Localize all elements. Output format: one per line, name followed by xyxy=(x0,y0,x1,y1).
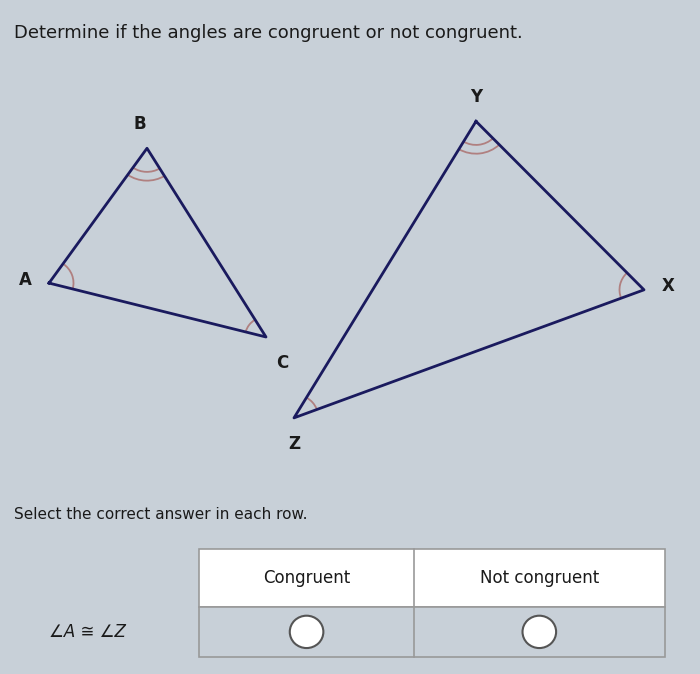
Text: Not congruent: Not congruent xyxy=(480,569,599,587)
Circle shape xyxy=(290,616,323,648)
Text: Determine if the angles are congruent or not congruent.: Determine if the angles are congruent or… xyxy=(14,24,523,42)
Text: B: B xyxy=(134,115,146,133)
Text: X: X xyxy=(662,278,674,295)
Text: C: C xyxy=(276,354,288,372)
Bar xyxy=(199,549,665,607)
Text: Congruent: Congruent xyxy=(263,569,350,587)
Bar xyxy=(199,607,665,657)
Text: Select the correct answer in each row.: Select the correct answer in each row. xyxy=(14,508,307,522)
Text: ∠A ≅ ∠Z: ∠A ≅ ∠Z xyxy=(49,623,126,641)
Text: A: A xyxy=(19,271,32,288)
Text: Z: Z xyxy=(288,435,300,453)
Text: Y: Y xyxy=(470,88,482,106)
Circle shape xyxy=(522,616,556,648)
